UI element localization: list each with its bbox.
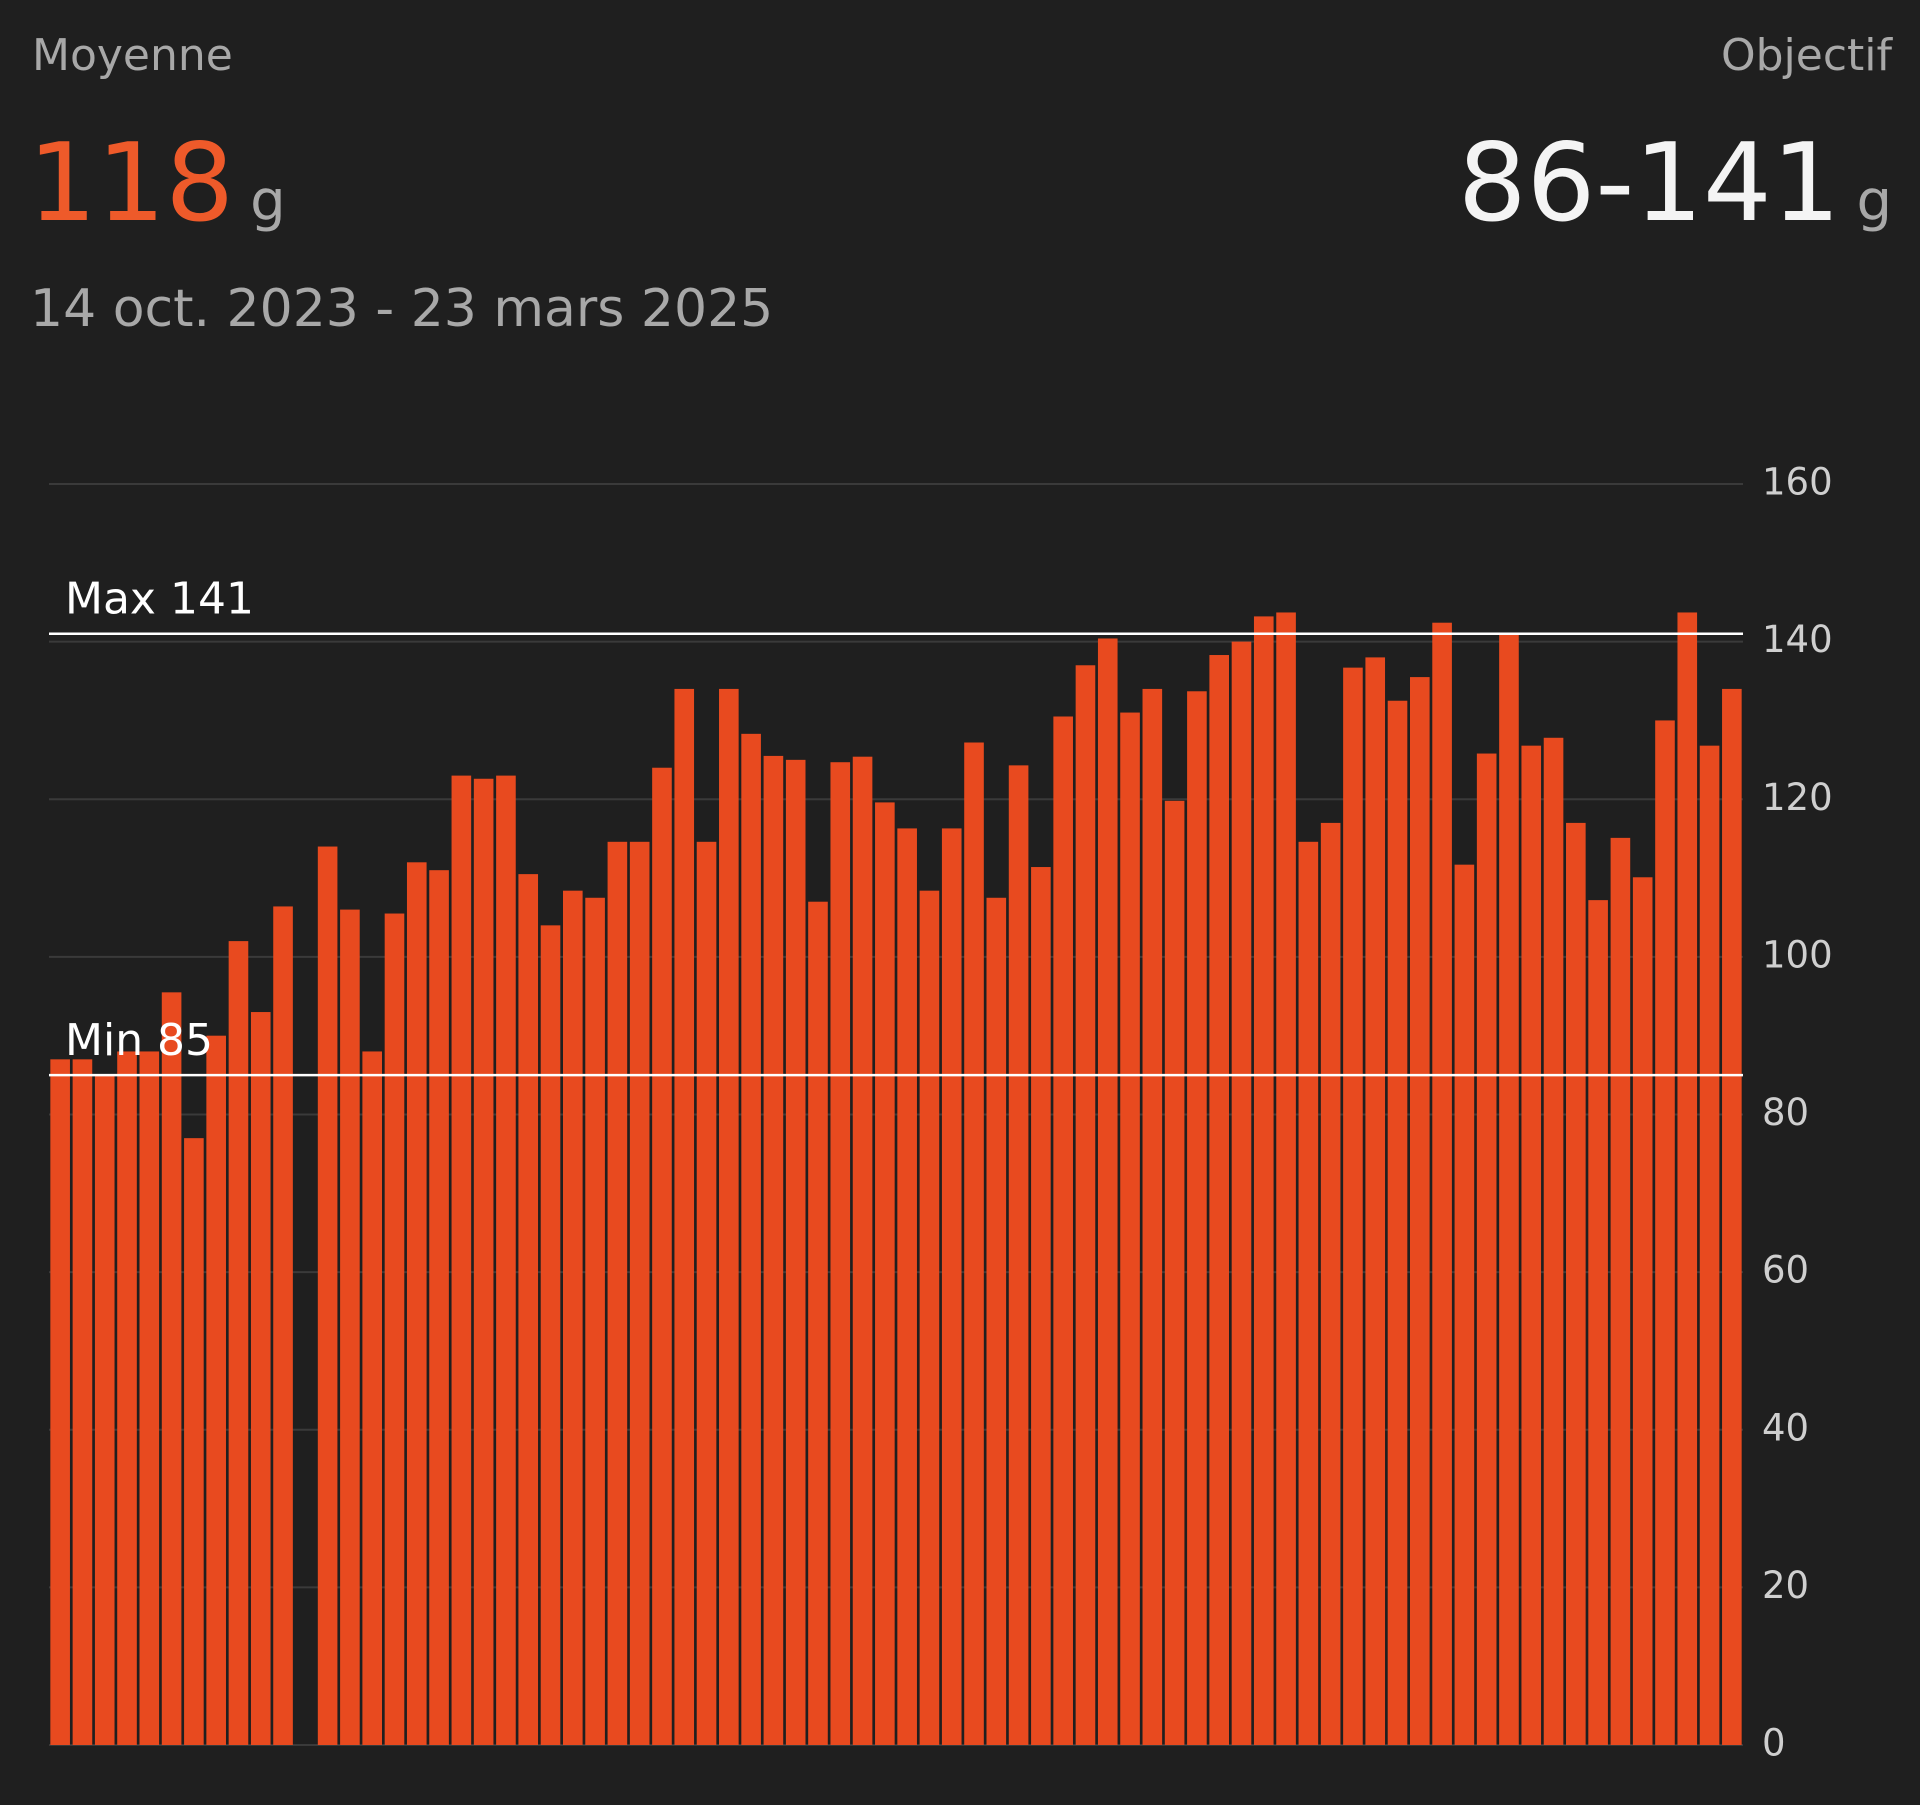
y-tick-label: 40 xyxy=(1762,1406,1809,1449)
goal-unit: g xyxy=(1856,169,1892,234)
bar xyxy=(741,733,761,1745)
average-label: Moyenne xyxy=(32,30,233,81)
bar xyxy=(830,762,851,1745)
bar xyxy=(585,897,605,1745)
bar xyxy=(317,846,338,1745)
bar xyxy=(1454,864,1475,1745)
bar xyxy=(1543,737,1564,1745)
bar xyxy=(785,759,806,1745)
bar xyxy=(1343,667,1363,1746)
bar xyxy=(1298,841,1319,1745)
bar xyxy=(228,941,249,1745)
bar xyxy=(139,1051,160,1745)
bar xyxy=(1209,655,1230,1745)
bar xyxy=(1610,837,1631,1745)
bar xyxy=(384,913,405,1745)
bar xyxy=(1387,700,1408,1745)
bar xyxy=(1521,745,1542,1745)
bar xyxy=(763,755,784,1745)
bar xyxy=(964,742,984,1745)
plot: 0 20 40 60 80 100 120 140 160 Max 141 Min 85 xyxy=(49,461,1833,1765)
bar xyxy=(986,897,1007,1745)
bar xyxy=(1164,800,1185,1745)
goal-label: Objectif xyxy=(1721,30,1894,81)
bar xyxy=(1075,665,1096,1745)
average-unit: g xyxy=(250,169,286,234)
bar xyxy=(808,901,828,1745)
bar xyxy=(1677,612,1698,1745)
bar xyxy=(518,874,539,1745)
bar xyxy=(250,1012,271,1745)
y-tick-label: 20 xyxy=(1762,1564,1809,1607)
bar xyxy=(161,992,182,1745)
bar xyxy=(362,1051,383,1745)
y-tick-label: 120 xyxy=(1762,776,1833,819)
date-range: 14 oct. 2023 - 23 mars 2025 xyxy=(30,279,773,339)
bar xyxy=(941,828,962,1745)
reference-label: Min 85 xyxy=(65,1015,213,1066)
bar xyxy=(1320,822,1341,1745)
bar xyxy=(406,862,427,1745)
bar xyxy=(1276,612,1296,1745)
y-tick-label: 160 xyxy=(1762,461,1833,504)
bar xyxy=(919,890,940,1745)
goal-value: 86-141 xyxy=(1458,121,1841,246)
y-tick-label: 140 xyxy=(1762,618,1833,661)
bar xyxy=(1365,657,1386,1746)
bar xyxy=(206,1035,226,1745)
bar xyxy=(1655,720,1675,1745)
bar xyxy=(1588,900,1608,1745)
y-tick-label: 100 xyxy=(1762,933,1833,976)
bar xyxy=(652,767,672,1745)
bar xyxy=(607,841,628,1745)
bar xyxy=(674,688,695,1745)
bar xyxy=(1231,641,1252,1745)
bar xyxy=(117,1051,137,1745)
bar xyxy=(496,775,516,1745)
bar xyxy=(875,802,895,1745)
bar xyxy=(696,841,717,1745)
bar xyxy=(1031,867,1051,1745)
bar xyxy=(1632,877,1653,1745)
bar xyxy=(1432,622,1452,1746)
bar xyxy=(1499,633,1519,1745)
bar xyxy=(94,1075,115,1745)
bar xyxy=(273,906,293,1745)
y-tick-label: 80 xyxy=(1762,1091,1809,1134)
bar xyxy=(50,1059,70,1745)
bar xyxy=(1120,712,1140,1745)
bar xyxy=(429,870,449,1745)
average-value: 118 xyxy=(28,121,234,246)
y-tick-label: 0 xyxy=(1762,1722,1786,1765)
bar xyxy=(540,925,561,1745)
bar xyxy=(1699,745,1720,1745)
bar xyxy=(451,775,472,1745)
bar xyxy=(1566,822,1586,1745)
bar xyxy=(897,828,917,1745)
bar xyxy=(629,841,650,1745)
bar xyxy=(1722,688,1742,1745)
bar xyxy=(473,778,494,1745)
bar xyxy=(1187,691,1207,1745)
y-tick-label: 60 xyxy=(1762,1249,1809,1292)
bar xyxy=(1097,638,1118,1746)
bar xyxy=(852,756,873,1745)
reference-label: Max 141 xyxy=(65,574,254,625)
bar xyxy=(1053,716,1073,1746)
bar xyxy=(72,1059,93,1745)
bar xyxy=(1409,677,1430,1746)
bar xyxy=(1008,765,1029,1745)
bar xyxy=(562,890,583,1745)
bar xyxy=(340,909,360,1745)
bar xyxy=(184,1138,204,1745)
bar xyxy=(719,688,739,1745)
bar xyxy=(1476,753,1497,1745)
bar xyxy=(1253,616,1274,1745)
bar xyxy=(1142,688,1163,1745)
